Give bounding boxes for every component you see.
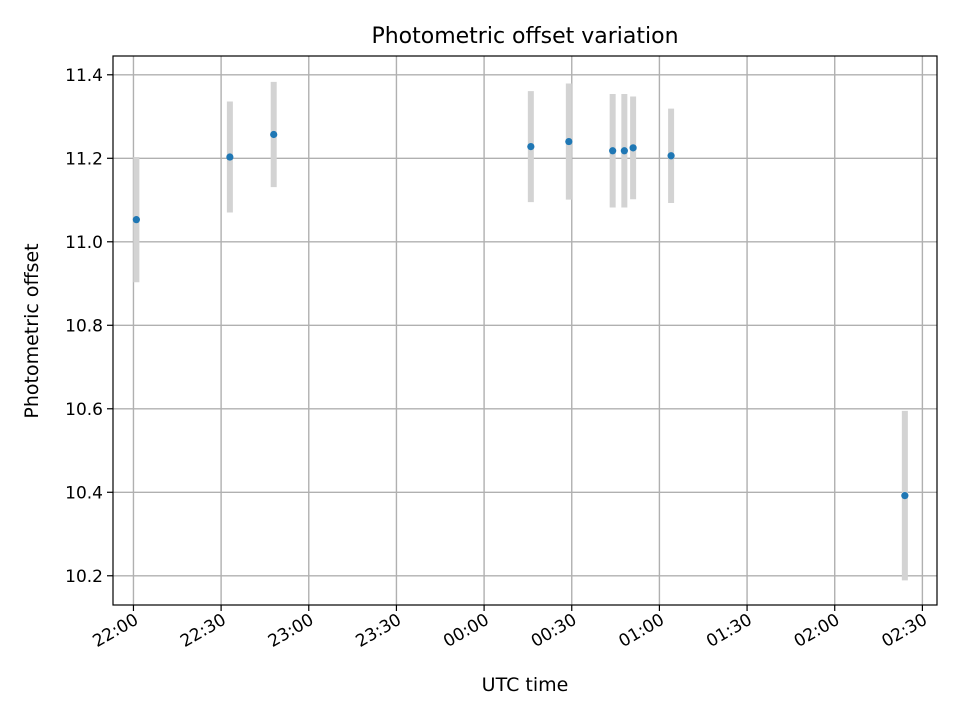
data-point [609, 147, 617, 155]
data-point [901, 492, 909, 500]
data-point [620, 147, 628, 155]
x-tick-label: 22:00 [90, 610, 142, 652]
y-axis-label: Photometric offset [21, 243, 43, 418]
x-tick-label: 23:00 [265, 610, 317, 652]
y-axis-ticks: 10.2 10.4 10.6 10.8 11.0 11.2 11.4 [65, 66, 113, 587]
y-tick-label: 11.0 [65, 233, 103, 253]
x-tick-label: 02:00 [791, 610, 843, 652]
data-points [132, 130, 909, 500]
data-point [565, 137, 573, 146]
x-tick-label: 02:30 [878, 610, 930, 652]
y-tick-label: 10.8 [65, 316, 103, 336]
y-tick-label: 10.6 [65, 400, 103, 420]
y-tick-label: 10.4 [65, 483, 103, 503]
x-tick-label: 00:00 [440, 610, 492, 652]
data-point [132, 216, 140, 224]
x-tick-label: 01:30 [703, 610, 755, 652]
chart-title: Photometric offset variation [371, 24, 678, 49]
data-point [667, 152, 675, 160]
data-point [226, 153, 234, 161]
x-axis-label: UTC time [482, 674, 569, 696]
y-tick-label: 10.2 [65, 567, 103, 587]
x-tick-label: 22:30 [177, 610, 229, 652]
data-point [527, 142, 535, 151]
data-point [270, 130, 278, 139]
data-point [629, 144, 637, 152]
y-tick-label: 11.4 [65, 66, 103, 86]
error-bars [133, 81, 908, 581]
x-tick-label: 00:30 [528, 610, 580, 652]
x-tick-label: 01:00 [615, 610, 667, 652]
grid [113, 56, 937, 605]
x-axis-ticks: 22:00 22:30 23:00 23:30 00:00 00:30 01:00 01:30… [90, 605, 931, 652]
y-tick-label: 11.2 [65, 149, 103, 169]
x-tick-label: 23:30 [352, 610, 404, 652]
plot-frame [112, 55, 938, 606]
